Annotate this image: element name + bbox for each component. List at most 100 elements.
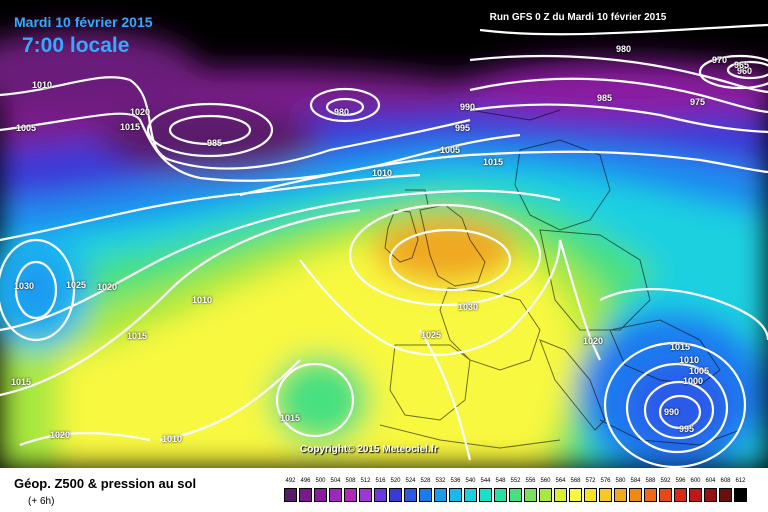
legend-swatch: [404, 488, 417, 502]
isobar-label: 1005: [16, 123, 37, 133]
legend-label: 520: [390, 478, 401, 484]
legend-swatch: [734, 488, 747, 502]
legend-label: 584: [630, 478, 641, 484]
legend-swatch: [419, 488, 432, 502]
legend-label: 556: [525, 478, 536, 484]
legend-label: 496: [300, 478, 311, 484]
legend-swatch: [314, 488, 327, 502]
geopotential-field: [0, 0, 768, 468]
legend-swatch: [554, 488, 567, 502]
legend-swatch: [569, 488, 582, 502]
legend-label: 588: [645, 478, 656, 484]
run-info: Run GFS 0 Z du Mardi 10 février 2015: [473, 8, 683, 28]
isobar-label: 1010: [372, 168, 393, 178]
isobar-label: 990: [664, 407, 680, 417]
isobar-label: 1015: [11, 377, 32, 387]
legend-label: 524: [405, 478, 416, 484]
legend-label: 572: [585, 478, 596, 484]
isobar-label: 1015: [670, 342, 691, 352]
legend-swatch: [689, 488, 702, 502]
legend-swatch: [374, 488, 387, 502]
legend-swatch: [509, 488, 522, 502]
legend-swatch: [359, 488, 372, 502]
legend-label: 552: [510, 478, 521, 484]
legend-swatch: [674, 488, 687, 502]
isobar-label: 1010: [192, 295, 213, 305]
isobar-label: 1020: [50, 430, 71, 440]
legend-label: 532: [435, 478, 446, 484]
isobar-label: 1025: [421, 330, 442, 340]
legend-label: 596: [675, 478, 686, 484]
legend-swatch: [479, 488, 492, 502]
legend-swatch: [329, 488, 342, 502]
legend-label: 576: [600, 478, 611, 484]
legend-swatch: [719, 488, 732, 502]
legend-label: 608: [720, 478, 731, 484]
legend-label: 600: [690, 478, 701, 484]
copyright: Copyright© 2015 Meteociel.fr: [300, 444, 438, 455]
color-legend: 492 496 500 504 508 512 516 520 524 528 532 536 540 5…: [284, 478, 752, 506]
legend-swatch: [614, 488, 627, 502]
legend-label: 504: [330, 478, 341, 484]
isobar-label: 1010: [679, 355, 700, 365]
legend-label: 560: [540, 478, 551, 484]
legend-label: 580: [615, 478, 626, 484]
isobar-label: 1005: [440, 145, 461, 155]
legend-label: 612: [735, 478, 746, 484]
isobar-label: 995: [679, 424, 695, 434]
isobar-label: 1030: [458, 302, 479, 312]
legend-swatch: [539, 488, 552, 502]
legend-label: 512: [360, 478, 371, 484]
isobar-lines: [0, 23, 768, 468]
isobar-label: 1025: [66, 280, 87, 290]
isobar-label: 1015: [280, 413, 301, 423]
legend-swatch: [344, 488, 357, 502]
isobar-label: 1015: [483, 157, 504, 167]
legend-label: 564: [555, 478, 566, 484]
isobar-label: 975: [690, 97, 706, 107]
legend-swatch: [434, 488, 447, 502]
legend-swatch: [524, 488, 537, 502]
isobar-label: 995: [455, 123, 471, 133]
isobar-label: 1020: [583, 336, 604, 346]
footer: Géop. Z500 & pression au sol (+ 6h) 492 4…: [0, 468, 768, 512]
legend-swatch: [494, 488, 507, 502]
chart-title: Géop. Z500 & pression au sol: [14, 476, 197, 491]
legend-swatch: [599, 488, 612, 502]
legend-swatch: [584, 488, 597, 502]
forecast-time: 7:00 locale: [22, 34, 130, 57]
legend-label: 508: [345, 478, 356, 484]
isobar-label: 1020: [130, 107, 151, 117]
isobar-label: 970: [712, 55, 728, 65]
legend-label: 492: [285, 478, 296, 484]
isobar-label: 985: [207, 138, 223, 148]
legend-swatch: [659, 488, 672, 502]
isobar-label: 1005: [689, 366, 710, 376]
legend-swatch: [704, 488, 717, 502]
weather-map: Mardi 10 février 2015 7:00 locale Run GF…: [0, 0, 768, 468]
isobar-label: 960: [737, 66, 753, 76]
isobar-label: 985: [597, 93, 613, 103]
isobar-label: 1000: [683, 376, 704, 386]
legend-label: 540: [465, 478, 476, 484]
legend-label: 604: [705, 478, 716, 484]
isobar-label: 1020: [97, 282, 118, 292]
legend-label: 592: [660, 478, 671, 484]
forecast-date: Mardi 10 février 2015: [14, 14, 153, 30]
coastlines: [379, 109, 741, 449]
legend-label: 528: [420, 478, 431, 484]
legend-swatch: [629, 488, 642, 502]
legend-swatch: [449, 488, 462, 502]
isobar-label: 1010: [162, 434, 183, 444]
forecast-offset: (+ 6h): [28, 496, 55, 507]
legend-label: 568: [570, 478, 581, 484]
legend-label: 500: [315, 478, 326, 484]
legend-label: 516: [375, 478, 386, 484]
isobar-label: 1030: [14, 281, 35, 291]
legend-swatch: [284, 488, 297, 502]
legend-label: 548: [495, 478, 506, 484]
legend-swatch: [389, 488, 402, 502]
legend-swatch: [644, 488, 657, 502]
isobar-label: 990: [460, 102, 476, 112]
